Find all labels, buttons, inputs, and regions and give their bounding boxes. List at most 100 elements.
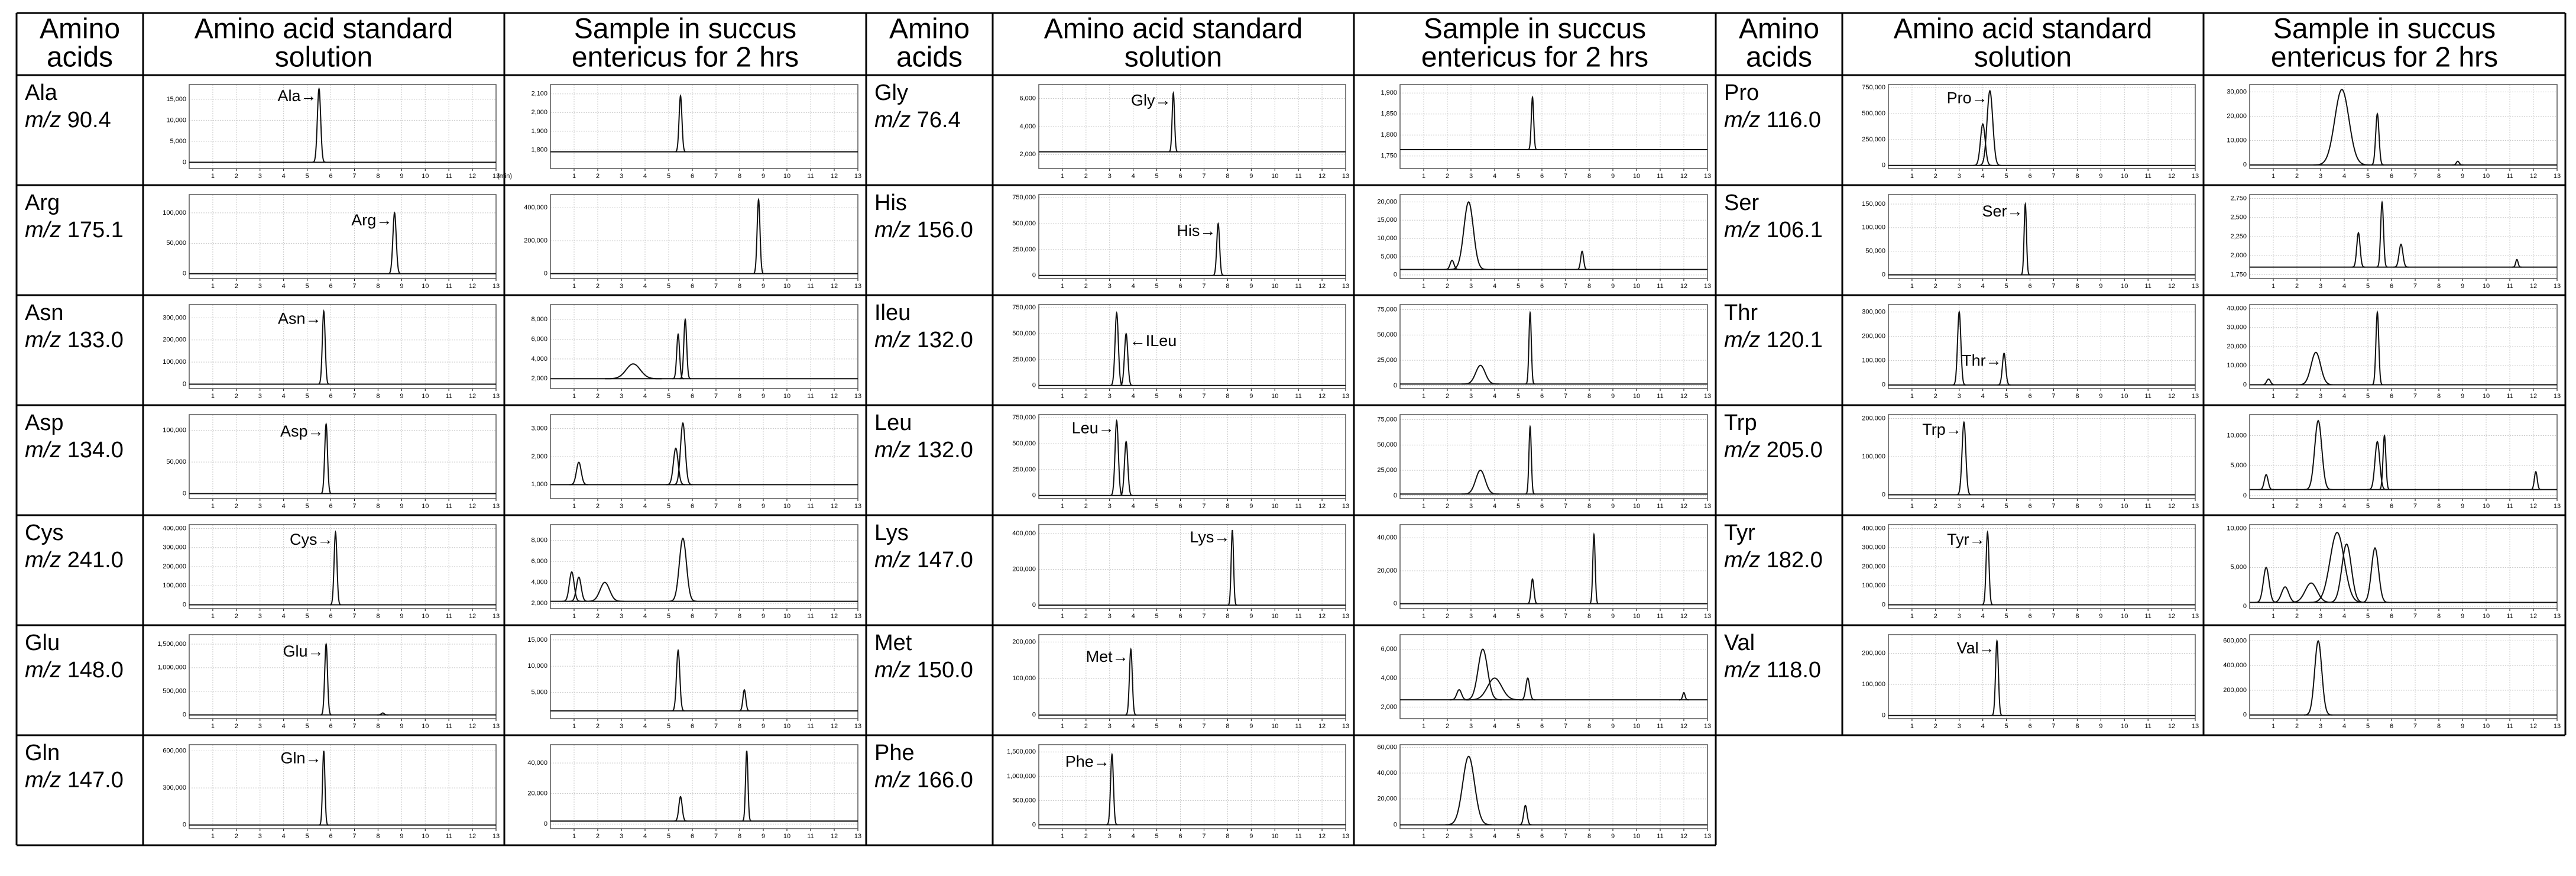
x-tick-label: 2 (235, 393, 238, 400)
x-tick-label: 4 (643, 723, 647, 730)
x-tick-label: 3 (2319, 503, 2322, 510)
x-tick-label: 4 (643, 283, 647, 290)
x-tick-label: 10 (1271, 833, 1278, 840)
x-tick-label: 3 (1108, 173, 1112, 180)
peak-label: Val→ (1957, 639, 1995, 657)
x-tick-label: 6 (2390, 393, 2393, 400)
peak (1576, 250, 1588, 270)
plot-frame (1888, 304, 2196, 389)
amino-name: Pro (1724, 80, 1759, 105)
mz-value: 120.1 (1767, 328, 1823, 353)
x-tick-label: 10 (1271, 283, 1278, 290)
x-tick-label: 9 (762, 723, 765, 730)
amino-name: Tyr (1724, 521, 1755, 545)
mz-value: 106.1 (1767, 218, 1823, 243)
x-tick-label: 5 (1517, 503, 1520, 510)
x-tick-label: 3 (1958, 613, 1961, 620)
x-tick-label: 5 (2005, 283, 2008, 290)
x-tick-label: 12 (2530, 503, 2537, 510)
x-tick-label: 4 (282, 283, 286, 290)
x-tick-label: 3 (1108, 503, 1112, 510)
y-tick-label: 200,000 (163, 563, 186, 570)
x-tick-label: 4 (1493, 723, 1496, 730)
mz: m/z 118.0 (1724, 658, 1821, 683)
x-tick-label: 11 (2506, 393, 2513, 400)
peak (388, 211, 401, 274)
peak (2304, 419, 2332, 490)
peak (1462, 470, 1499, 495)
y-tick-label: 250,000 (1012, 246, 1036, 253)
x-tick-label: 1 (1422, 833, 1425, 840)
x-tick-label: 1 (2272, 283, 2275, 290)
peak (741, 751, 752, 822)
y-tick-label: 1,000,000 (1007, 772, 1036, 780)
x-tick-label: 2 (1934, 283, 1937, 290)
x-tick-label: 2 (1084, 613, 1088, 620)
mz-label: m/z (25, 548, 61, 573)
x-tick-label: 13 (854, 613, 861, 620)
x-tick-label: 11 (2506, 283, 2513, 290)
x-tick-label: 10 (783, 393, 790, 400)
y-tick-label: 20,000 (1377, 198, 1397, 205)
x-tick-label: 3 (1469, 833, 1473, 840)
x-tick-label: 9 (400, 833, 403, 840)
x-tick-label: 11 (807, 283, 814, 290)
y-tick-label: 1,800 (1381, 131, 1397, 138)
column-header: Amino (40, 14, 120, 45)
x-tick-label: 13 (1342, 613, 1349, 620)
y-tick-label: 100,000 (163, 358, 186, 366)
plot-frame (1888, 634, 2196, 719)
peak (1445, 755, 1492, 826)
peak-label: ←ILeu (1130, 332, 1177, 350)
x-tick-label: 7 (714, 833, 718, 840)
x-tick-label: 3 (1469, 503, 1473, 510)
x-tick-label: 1 (572, 723, 576, 730)
x-tick-label: 5 (667, 503, 670, 510)
x-tick-label: 1 (572, 283, 576, 290)
mz: m/z 147.0 (25, 768, 124, 793)
peak-label: Ser→ (1982, 202, 2023, 220)
plot-frame (550, 194, 858, 279)
y-tick-label: 4,000 (1381, 674, 1397, 681)
x-tick-label: 8 (376, 173, 380, 180)
x-tick-label: 12 (831, 503, 838, 510)
mz-value: 76.4 (917, 108, 961, 132)
x-tick-label: 12 (1680, 723, 1687, 730)
x-tick-label: 3 (2319, 723, 2322, 730)
x-tick-label: 10 (2483, 283, 2490, 290)
peak-label: Pro→ (1947, 89, 1988, 107)
mz: m/z 116.0 (1724, 108, 1821, 132)
x-tick-label: 11 (445, 393, 452, 400)
plot-frame (550, 304, 858, 389)
x-tick-label: 10 (1271, 393, 1278, 400)
peak-label: Tyr→ (1947, 531, 1985, 548)
peak (2371, 310, 2383, 386)
x-tick-label: 11 (1295, 283, 1301, 290)
x-tick-label: 6 (691, 723, 694, 730)
y-tick-label: 2,000 (1019, 151, 1036, 158)
x-tick-label: 8 (2437, 393, 2441, 400)
plot-frame (1888, 84, 2196, 169)
x-tick-label: 10 (422, 393, 429, 400)
x-tick-label: 12 (1318, 393, 1326, 400)
column-header: Sample in succus (2273, 14, 2496, 45)
x-tick-label: 2 (596, 393, 600, 400)
y-tick-label: 4,000 (531, 579, 547, 586)
x-tick-label: 11 (445, 173, 452, 180)
x-tick-label: 9 (2461, 723, 2464, 730)
x-tick-label: 4 (2342, 173, 2346, 180)
x-tick-label: 5 (2366, 393, 2370, 400)
y-tick-label: 2,100 (531, 90, 547, 98)
peak (1956, 421, 1972, 496)
x-tick-label: 7 (714, 393, 718, 400)
mz: m/z 132.0 (874, 438, 973, 463)
peak (1520, 677, 1535, 701)
x-tick-label: 6 (1540, 503, 1544, 510)
mz-value: 150.0 (917, 658, 973, 683)
mz: m/z 241.0 (25, 548, 124, 573)
x-tick-label: 12 (469, 503, 476, 510)
amino-name: Gln (25, 741, 60, 765)
x-tick-label: 6 (691, 833, 694, 840)
peak (312, 87, 326, 163)
x-tick-label: 13 (854, 393, 861, 400)
